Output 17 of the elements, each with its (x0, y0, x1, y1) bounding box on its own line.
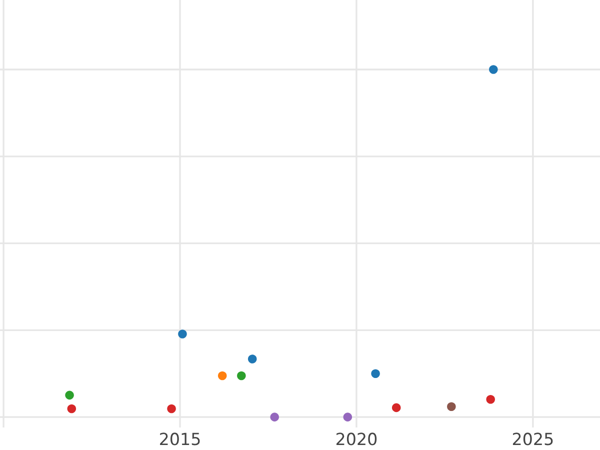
x-tick-label: 2020 (336, 432, 377, 446)
point (67, 404, 76, 414)
point (343, 412, 352, 422)
x-tick-label: 2025 (512, 432, 553, 446)
point (178, 330, 187, 338)
point (218, 371, 227, 380)
point (392, 403, 401, 412)
point (270, 412, 279, 422)
point (447, 402, 456, 412)
point (489, 65, 498, 74)
x-tick-label: 2015 (160, 432, 200, 446)
point (65, 390, 74, 400)
point (371, 369, 380, 378)
point (167, 404, 176, 414)
point (248, 354, 257, 364)
point (237, 371, 246, 380)
point (486, 394, 495, 404)
